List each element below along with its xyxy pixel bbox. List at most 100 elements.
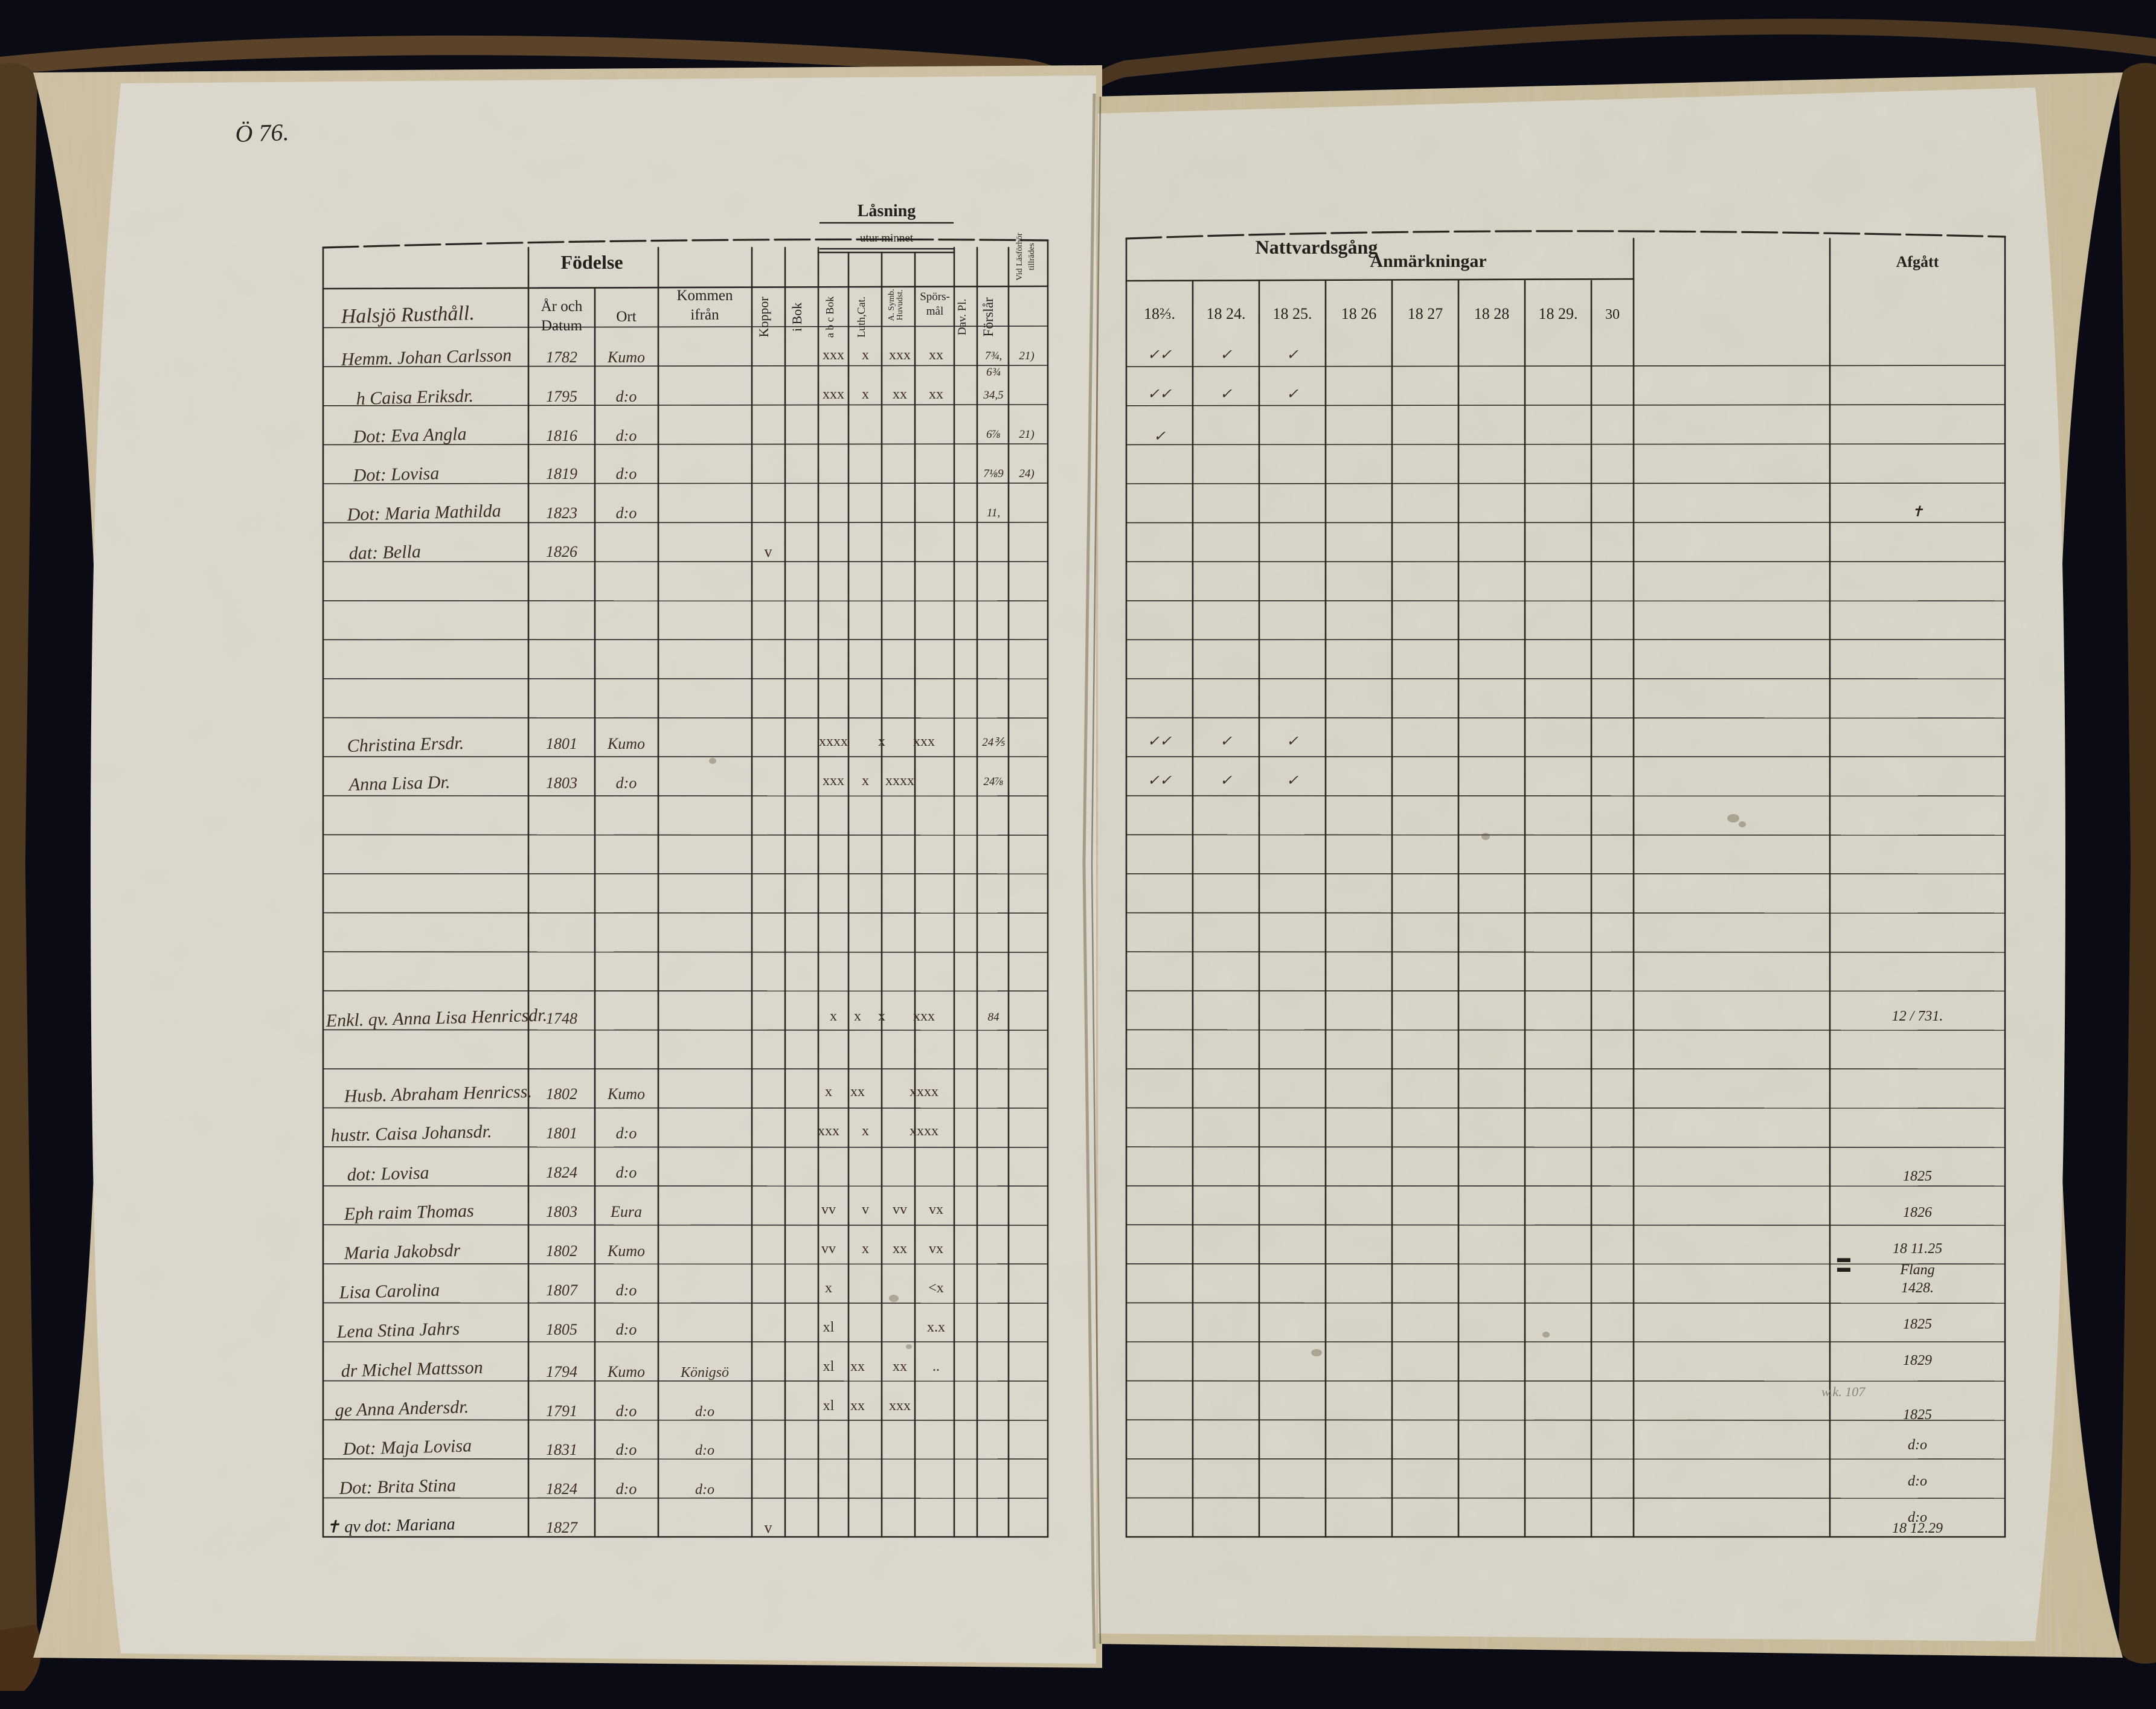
- svg-text:1827: 1827: [546, 1519, 578, 1536]
- svg-text:d:o: d:o: [616, 388, 637, 405]
- svg-text:1825: 1825: [1903, 1407, 1932, 1423]
- svg-text:1816: 1816: [546, 427, 577, 444]
- svg-text:1803: 1803: [546, 1203, 577, 1220]
- svg-text:✓: ✓: [1286, 734, 1298, 749]
- svg-text:18 12.29: 18 12.29: [1892, 1521, 1943, 1536]
- svg-text:v: v: [765, 543, 772, 560]
- svg-text:1829: 1829: [1903, 1353, 1932, 1368]
- svg-text:1823: 1823: [546, 504, 577, 522]
- svg-text:Anna Lisa Dr.: Anna Lisa Dr.: [347, 772, 450, 795]
- svg-text:x: x: [862, 773, 869, 789]
- svg-text:1803: 1803: [546, 774, 577, 792]
- svg-text:hustr. Caisa Johansdr.: hustr. Caisa Johansdr.: [330, 1121, 492, 1146]
- svg-text:Koppor: Koppor: [756, 297, 771, 338]
- svg-text:h Caisa Eriksdr.: h Caisa Eriksdr.: [356, 386, 473, 409]
- svg-text:Eph raim Thomas: Eph raim Thomas: [343, 1201, 474, 1224]
- svg-text:1826: 1826: [1903, 1205, 1932, 1220]
- svg-text:✓: ✓: [1220, 347, 1232, 363]
- svg-text:xx: xx: [929, 347, 943, 363]
- svg-text:18⅔.: 18⅔.: [1144, 305, 1175, 322]
- svg-text:✓✓: ✓✓: [1147, 347, 1172, 363]
- svg-text:21): 21): [1019, 428, 1034, 441]
- svg-text:24⅞: 24⅞: [983, 775, 1003, 788]
- svg-text:xxx: xxx: [823, 386, 844, 402]
- svg-text:Maria Jakobsdr: Maria Jakobsdr: [343, 1240, 461, 1263]
- svg-text:vv: vv: [821, 1202, 836, 1217]
- svg-text:xxxx: xxxx: [910, 1123, 938, 1139]
- svg-text:✝ qv dot: Mariana: ✝ qv dot: Mariana: [326, 1515, 455, 1537]
- svg-text:xx: xx: [893, 1241, 907, 1257]
- svg-text:1802: 1802: [546, 1085, 577, 1103]
- svg-text:d:o: d:o: [695, 1404, 714, 1420]
- svg-text:xl: xl: [823, 1319, 835, 1335]
- svg-text:xxxx: xxxx: [819, 734, 848, 749]
- svg-text:xl: xl: [823, 1398, 835, 1414]
- svg-text:Dot: Maria Mathilda: Dot: Maria Mathilda: [346, 501, 501, 525]
- svg-text:Kumo: Kumo: [607, 348, 645, 366]
- svg-text:Luth,Cat.: Luth,Cat.: [855, 297, 867, 338]
- svg-text:d:o: d:o: [695, 1482, 714, 1498]
- svg-text:xxx: xxx: [818, 1123, 839, 1139]
- svg-text:Ö 76.: Ö 76.: [235, 118, 289, 147]
- svg-text:vx: vx: [929, 1202, 943, 1217]
- svg-text:Lisa Carolina: Lisa Carolina: [338, 1280, 440, 1303]
- svg-text:x: x: [862, 1123, 869, 1139]
- svg-text:Halsjö Rusthåll.: Halsjö Rusthåll.: [340, 302, 475, 328]
- svg-text:xx: xx: [929, 386, 943, 402]
- svg-text:dat: Bella: dat: Bella: [348, 542, 421, 563]
- svg-text:mål: mål: [926, 305, 944, 318]
- svg-text:34,5: 34,5: [983, 389, 1003, 402]
- svg-text:xxx: xxx: [889, 347, 911, 363]
- svg-text:✓✓: ✓✓: [1147, 734, 1172, 749]
- svg-text:Låsning: Låsning: [858, 202, 916, 220]
- svg-text:dot: Lovisa: dot: Lovisa: [347, 1162, 429, 1185]
- svg-text:Spörs-: Spörs-: [920, 290, 950, 303]
- svg-text:vv: vv: [821, 1241, 836, 1257]
- svg-text:xx: xx: [850, 1084, 865, 1100]
- svg-text:18 26: 18 26: [1341, 305, 1377, 322]
- svg-text:xl: xl: [823, 1359, 835, 1374]
- svg-text:d:o: d:o: [616, 1441, 637, 1458]
- svg-text:d:o: d:o: [695, 1443, 714, 1458]
- svg-text:Flang: Flang: [1899, 1262, 1934, 1278]
- svg-text:ifrån: ifrån: [690, 307, 719, 323]
- svg-text:6¾: 6¾: [986, 366, 1001, 379]
- svg-text:12 / 731.: 12 / 731.: [1892, 1008, 1943, 1024]
- svg-text:xxxx: xxxx: [885, 773, 914, 789]
- svg-text:Kumo: Kumo: [607, 735, 645, 752]
- svg-text:1825: 1825: [1903, 1169, 1932, 1184]
- svg-text:d:o: d:o: [616, 1321, 637, 1338]
- svg-text:18 11.25: 18 11.25: [1893, 1241, 1942, 1257]
- svg-text:1801: 1801: [546, 735, 577, 752]
- svg-text:7¾,: 7¾,: [985, 350, 1003, 362]
- svg-text:1831: 1831: [546, 1441, 577, 1458]
- svg-text:Afgått: Afgått: [1896, 253, 1939, 271]
- svg-text:21): 21): [1019, 350, 1034, 362]
- svg-text:x: x: [825, 1084, 832, 1100]
- svg-text:18 29.: 18 29.: [1539, 305, 1578, 322]
- svg-text:Ort: Ort: [616, 309, 636, 325]
- svg-text:År och: År och: [541, 298, 583, 315]
- svg-text:x: x: [830, 1008, 837, 1024]
- svg-text:1826: 1826: [546, 543, 577, 560]
- svg-text:d:o: d:o: [616, 1402, 637, 1420]
- svg-text:xxx: xxx: [913, 734, 935, 749]
- svg-text:✓: ✓: [1286, 386, 1298, 402]
- svg-text:✓✓: ✓✓: [1147, 773, 1172, 789]
- svg-text:Födelse: Födelse: [560, 251, 623, 273]
- svg-text:xx: xx: [850, 1359, 865, 1374]
- svg-text:1794: 1794: [546, 1363, 577, 1380]
- svg-text:d:o: d:o: [616, 1281, 637, 1299]
- svg-text:x: x: [862, 386, 869, 402]
- svg-text:▬▬: ▬ ▬: [1837, 1250, 1850, 1275]
- svg-text:1807: 1807: [546, 1281, 578, 1299]
- svg-text:Kumo: Kumo: [607, 1242, 645, 1260]
- svg-text:vx: vx: [929, 1241, 943, 1257]
- svg-text:Vid Läsförhör: Vid Läsförhör: [1015, 232, 1024, 280]
- svg-text:x: x: [862, 347, 869, 363]
- svg-text:Dot: Brita Stina: Dot: Brita Stina: [338, 1475, 456, 1498]
- svg-text:1428.: 1428.: [1901, 1280, 1934, 1296]
- svg-text:✓: ✓: [1220, 734, 1232, 749]
- svg-text:xx: xx: [893, 1359, 907, 1374]
- svg-text:d:o: d:o: [616, 427, 637, 444]
